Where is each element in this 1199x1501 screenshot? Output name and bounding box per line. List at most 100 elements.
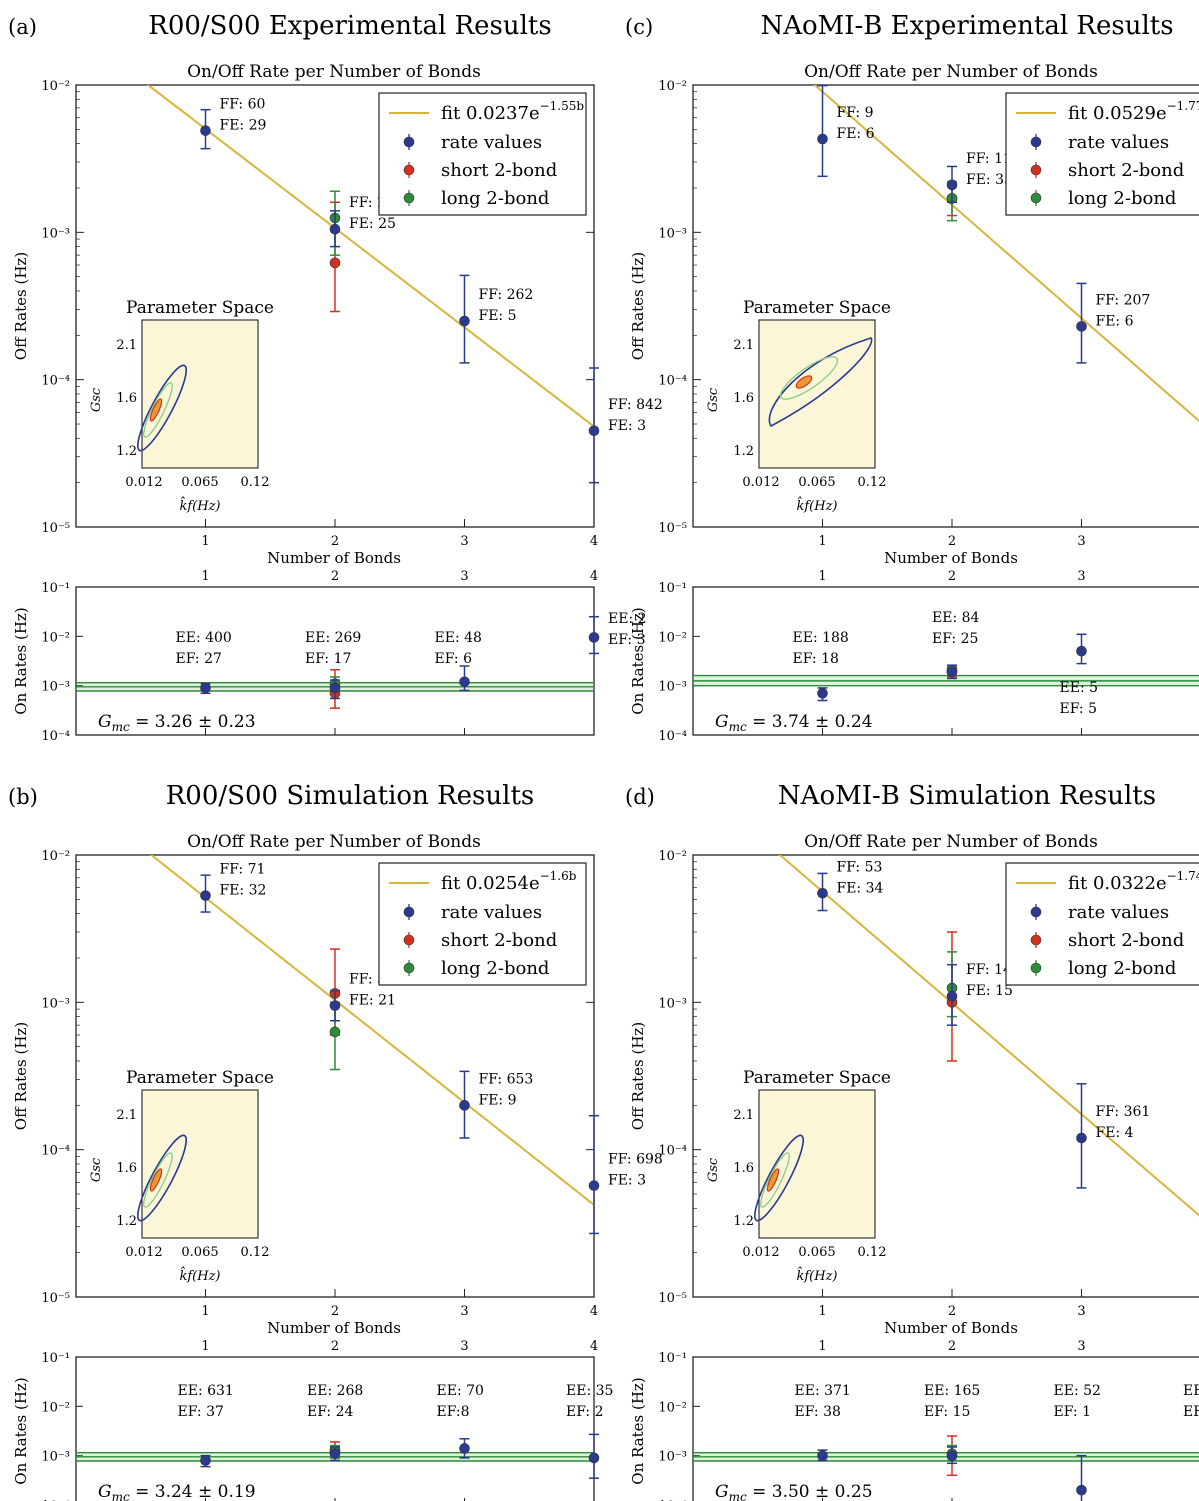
inset-xlabel: k̂f(Hz) — [796, 496, 837, 514]
gmc-label: Gmc = 3.50 ± 0.25 — [715, 1482, 873, 1501]
ee-label: EE: 84 — [932, 610, 980, 626]
inset-frame — [758, 319, 876, 469]
on-xtick-label: 1 — [818, 1339, 826, 1354]
rate-value-point — [459, 1100, 470, 1111]
fe-label: FE: 5 — [479, 308, 517, 324]
ff-label: FF: 653 — [479, 1071, 534, 1087]
legend-swatch — [403, 192, 415, 204]
ef-label: EF: 5 — [1060, 701, 1098, 717]
legend-label: short 2-bond — [1068, 930, 1184, 951]
gmc-label: Gmc = 3.74 ± 0.24 — [715, 712, 873, 734]
off-ytick-label: 10⁻² — [658, 849, 687, 864]
off-xtick-label: 1 — [818, 534, 826, 549]
xlabel: Number of Bonds — [267, 549, 401, 567]
inset-xlabel: k̂f(Hz) — [179, 1266, 220, 1284]
off-ytick-label: 10⁻² — [41, 849, 70, 864]
off-xtick-label: 2 — [331, 534, 339, 549]
inset-title: Parameter Space — [126, 1068, 274, 1088]
inset-ytick-label: 1.6 — [116, 391, 137, 406]
inset-contour-mid — [143, 1152, 173, 1208]
ee-label: EE: 2 — [608, 611, 647, 627]
inset-ytick-label: 2.1 — [733, 338, 754, 353]
ee-label: EE: 4 — [1183, 1383, 1199, 1399]
panel-3: (d) NAoMI-B Simulation Results On/Off Rate… — [625, 781, 1199, 1501]
inset-contour-mid — [779, 356, 839, 400]
fe-label: FE: 29 — [220, 118, 267, 134]
ee-label: EE: 165 — [924, 1383, 980, 1399]
fe-label: FE: 6 — [1096, 313, 1134, 329]
rate-value-point — [817, 133, 828, 145]
ee-label: EE: 5 — [1060, 680, 1099, 696]
inset-ytick-label: 1.2 — [116, 444, 137, 459]
inset-xtick-label: 0.012 — [125, 475, 162, 490]
panel-title: R00/S00 Simulation Results — [166, 781, 535, 811]
on-rate-value-point — [817, 688, 828, 699]
off-ylabel: Off Rates (Hz) — [629, 1022, 647, 1130]
on-ytick-label: 10⁻⁴ — [658, 1499, 687, 1501]
on-ytick-label: 10⁻⁴ — [41, 729, 70, 744]
rate-value-point — [946, 990, 958, 1002]
inset-xtick-label: 0.012 — [742, 475, 779, 490]
on-xtick-label: 3 — [460, 1339, 468, 1354]
rate-value-point — [459, 315, 470, 327]
xlabel: Number of Bonds — [884, 1319, 1018, 1337]
inset-contour-outer — [768, 337, 873, 428]
xlabel: Number of Bonds — [884, 549, 1018, 567]
off-ytick-label: 10⁻³ — [41, 996, 70, 1011]
inset-xtick-label: 0.065 — [798, 475, 835, 490]
legend-swatch — [1030, 136, 1042, 148]
off-xtick-label: 3 — [1077, 534, 1085, 549]
inset-ytick-label: 1.2 — [116, 1214, 137, 1229]
on-rate-value-point — [459, 1443, 470, 1454]
legend-label: rate values — [441, 132, 542, 153]
legend-label: short 2-bond — [441, 930, 557, 951]
off-ytick-label: 10⁻⁵ — [41, 1291, 70, 1306]
on-ytick-label: 10⁻³ — [41, 680, 70, 695]
ff-label: FF: 698 — [608, 1152, 663, 1168]
ef-label: EF: 1 — [1054, 1404, 1092, 1420]
inset-xtick-label: 0.065 — [181, 1245, 218, 1260]
long-2bond-point — [329, 1026, 341, 1038]
on-ytick-label: 10⁻² — [41, 1400, 70, 1415]
inset-ylabel: Gsc — [89, 1157, 104, 1182]
ee-label: EE: 371 — [795, 1383, 851, 1399]
legend-fit-exponent: −1.77b — [1167, 99, 1199, 113]
on-rate-value-point — [946, 1450, 958, 1461]
legend-swatch — [403, 934, 415, 946]
on-rate-value-point — [946, 666, 958, 678]
panel-letter: (c) — [625, 15, 653, 39]
legend-swatch — [403, 906, 415, 918]
legend-label: short 2-bond — [1068, 160, 1184, 181]
off-xtick-label: 3 — [460, 1304, 468, 1319]
fe-label: FE: 9 — [479, 1092, 517, 1108]
off-ytick-label: 10⁻² — [658, 79, 687, 94]
ef-label: EF: 24 — [307, 1404, 354, 1420]
inset-contour-outer — [136, 1134, 188, 1222]
ff-label: FF: 361 — [1096, 1104, 1151, 1120]
inset-ytick-label: 2.1 — [733, 1108, 754, 1123]
legend-fit-exponent: −1.55b — [540, 99, 585, 113]
gmc-subscript: mc — [112, 1490, 130, 1501]
fe-label: FE: 4 — [1096, 1125, 1134, 1141]
inset-contour-outer — [753, 1134, 805, 1222]
inset-frame — [758, 1089, 876, 1239]
ff-label: FF: 842 — [608, 397, 663, 413]
inset-ytick-label: 1.6 — [733, 1161, 754, 1176]
off-ytick-label: 10⁻⁴ — [658, 1144, 687, 1159]
fe-label: FE: 6 — [837, 126, 875, 142]
on-xtick-label: 1 — [201, 1339, 209, 1354]
ef-label: EF: 25 — [932, 631, 978, 647]
off-ytick-label: 10⁻⁴ — [658, 374, 687, 389]
panel-title: NAoMI-B Experimental Results — [760, 11, 1173, 41]
on-xtick-label: 4 — [590, 569, 598, 584]
rate-value-point — [329, 223, 341, 235]
on-rate-value-point — [459, 676, 470, 688]
on-xtick-label: 1 — [818, 569, 826, 584]
legend-label: long 2-bond — [1068, 958, 1176, 979]
ee-label: EE: 400 — [176, 630, 232, 646]
legend-swatch — [1030, 934, 1042, 946]
inset-xlabel: k̂f(Hz) — [179, 496, 220, 514]
off-ylabel: Off Rates (Hz) — [12, 1022, 30, 1130]
on-rate-value-point — [329, 682, 341, 694]
